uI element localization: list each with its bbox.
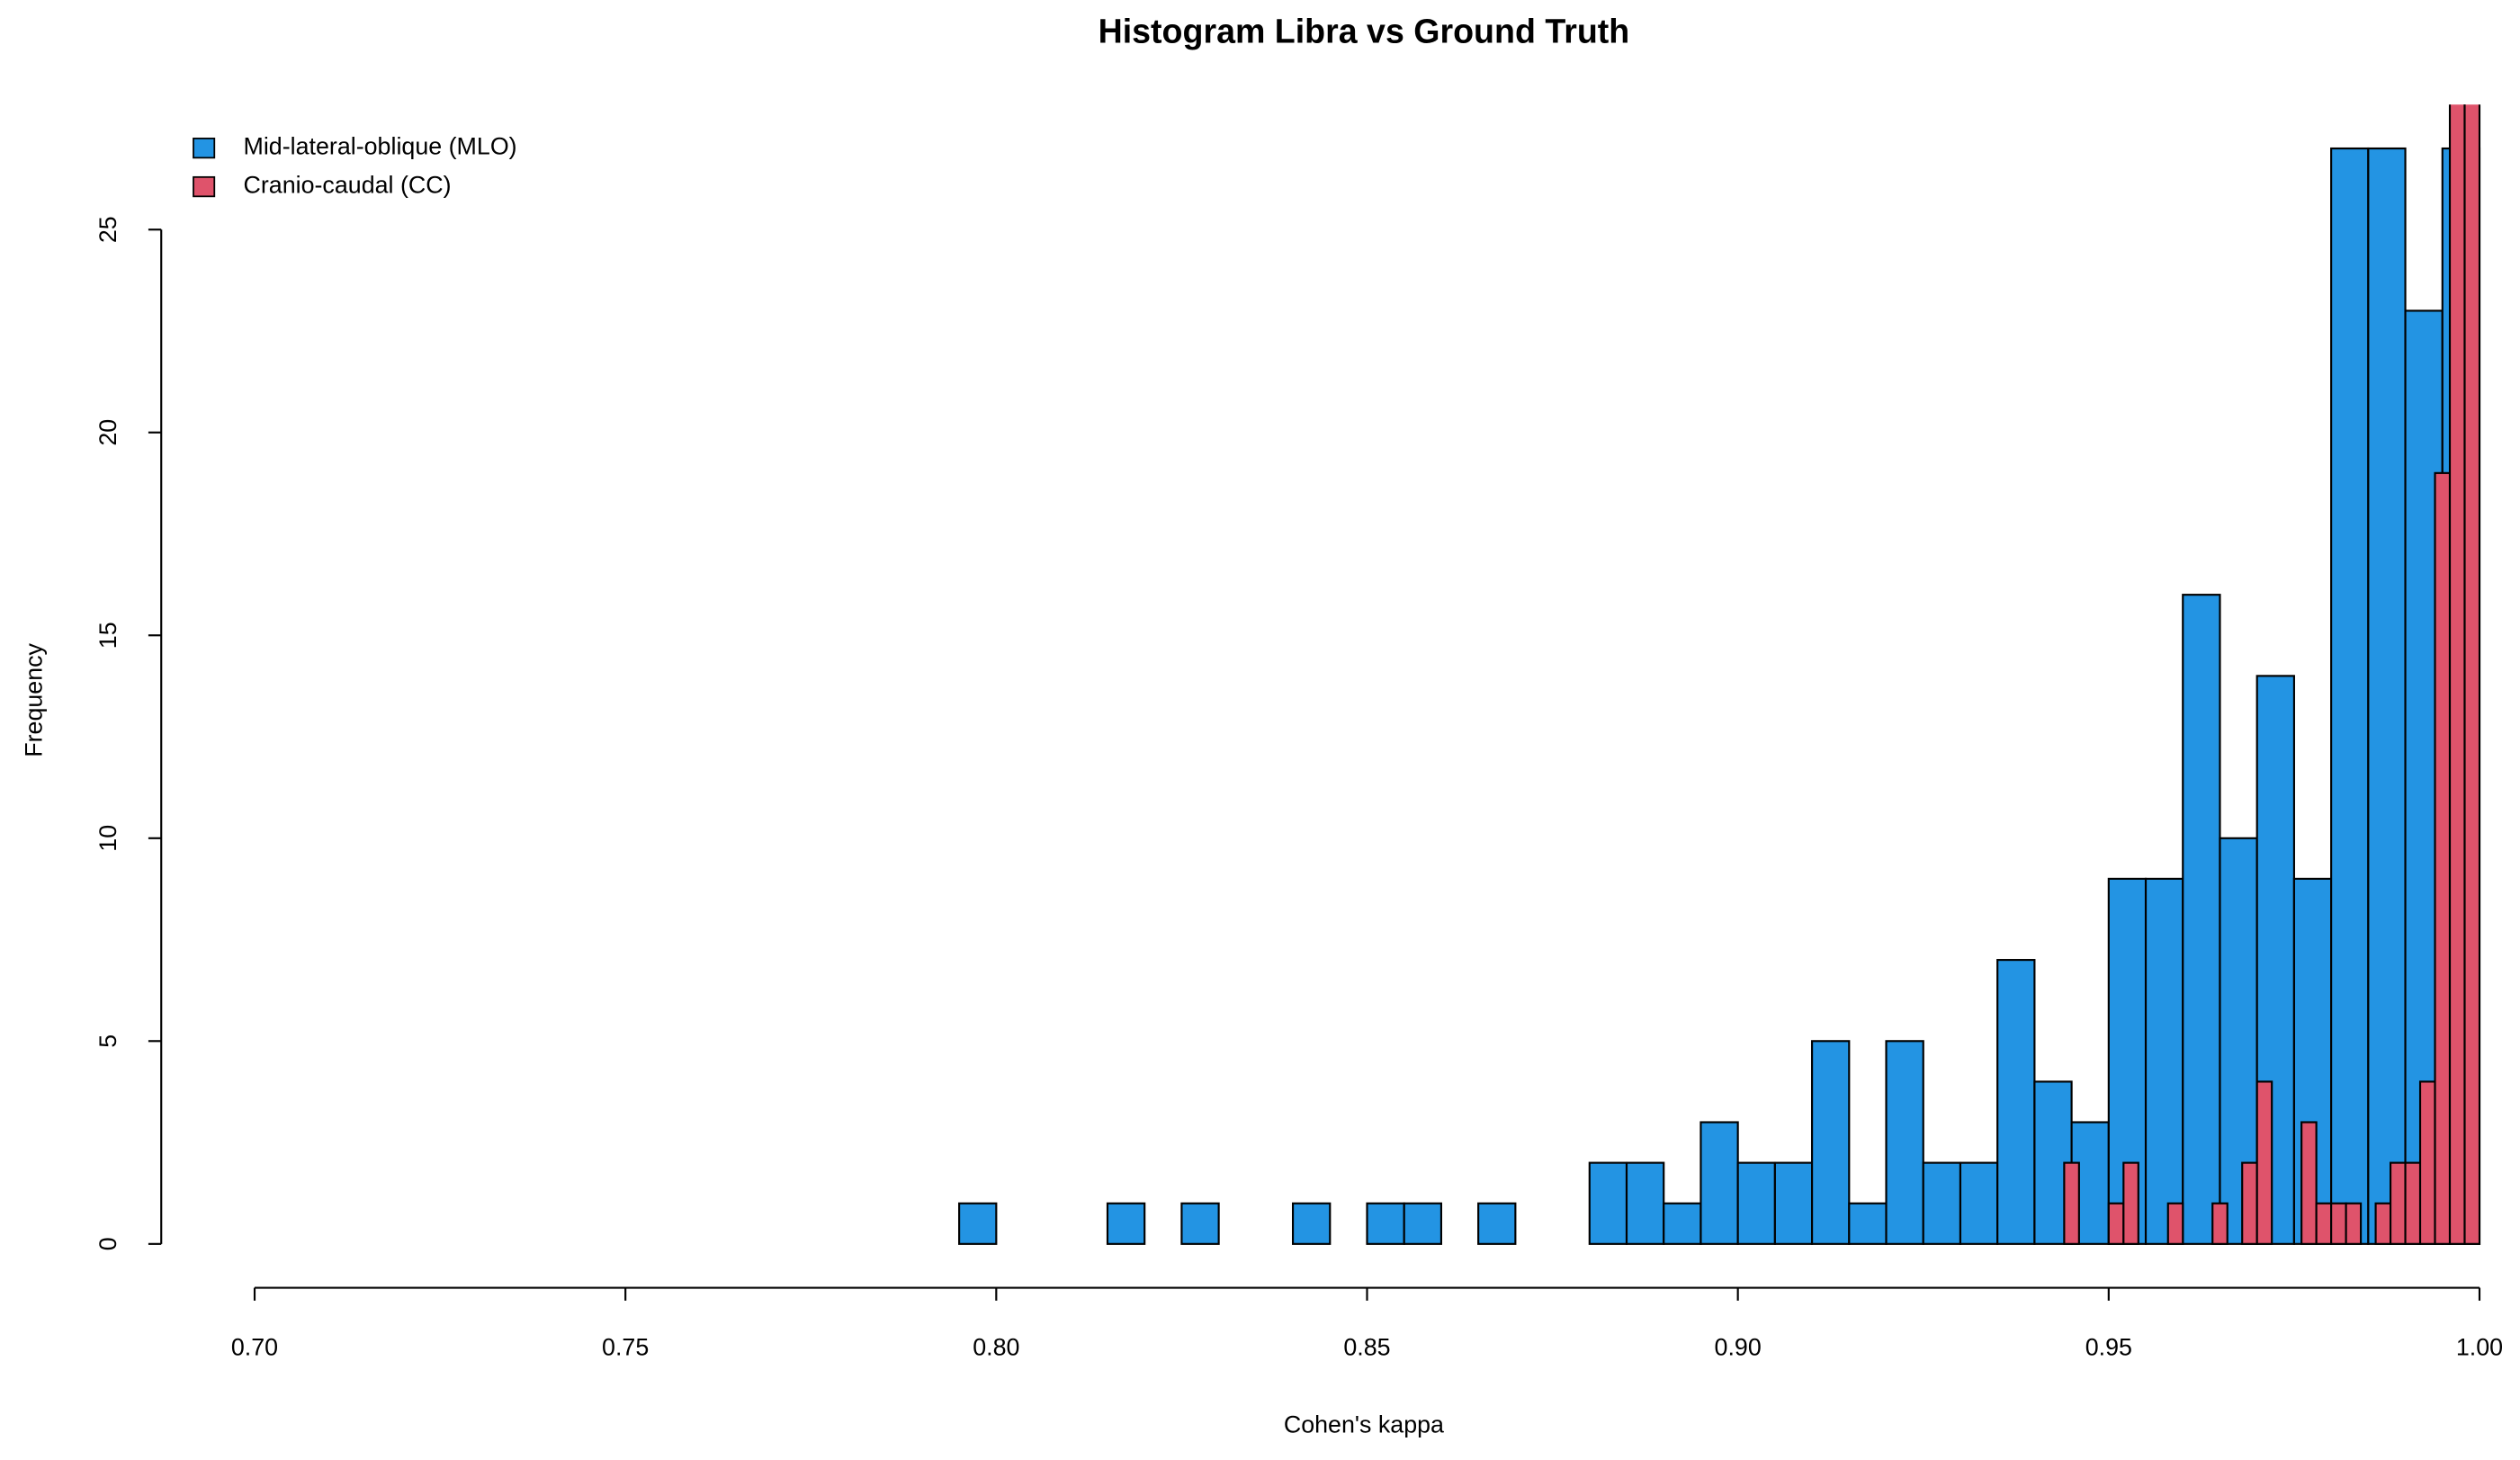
bar — [2211, 1202, 2229, 1245]
chart-title: Histogram Libra vs Ground Truth — [1099, 12, 1630, 49]
plot-area — [958, 104, 2481, 1245]
x-tick-label: 0.85 — [1343, 1334, 1390, 1361]
bar — [1699, 1121, 1739, 1245]
bar — [2241, 1161, 2258, 1245]
bar — [1773, 1161, 1814, 1245]
bar — [2367, 147, 2407, 1245]
bar — [1291, 1202, 1332, 1245]
bar — [2255, 1080, 2273, 1245]
bar — [2182, 594, 2221, 1245]
legend-swatch — [193, 137, 216, 159]
bar — [2315, 1202, 2333, 1245]
x-tick-label: 0.80 — [973, 1334, 1019, 1361]
y-tick-label: 10 — [94, 825, 121, 852]
bar — [2463, 104, 2481, 1245]
bar — [1180, 1202, 1220, 1245]
x-tick-label: 1.00 — [2456, 1334, 2503, 1361]
bar — [2448, 104, 2466, 1245]
bar — [1996, 959, 2036, 1245]
bar — [1588, 1161, 1628, 1245]
bar — [1848, 1202, 1888, 1245]
bar — [2330, 147, 2370, 1245]
bar — [2330, 1202, 2347, 1245]
x-tick-label: 0.70 — [231, 1334, 278, 1361]
bar — [1736, 1161, 1776, 1245]
bar — [2374, 1202, 2392, 1245]
bar — [1106, 1202, 1146, 1245]
bar — [2063, 1161, 2080, 1245]
y-tick-label: 25 — [94, 216, 121, 243]
y-tick-label: 15 — [94, 622, 121, 649]
y-tick-label: 20 — [94, 419, 121, 446]
y-axis-label: Frequency — [21, 642, 48, 757]
bar — [1959, 1161, 1999, 1245]
bar — [1403, 1202, 1443, 1245]
bar — [2404, 1161, 2422, 1245]
legend-label: Mid-lateral-oblique (MLO) — [243, 133, 516, 160]
bar — [2434, 471, 2452, 1245]
legend-label: Cranio-caudal (CC) — [243, 172, 451, 199]
bar — [1366, 1202, 1405, 1245]
bar — [2345, 1202, 2363, 1245]
bar — [1477, 1202, 1517, 1245]
bar — [1625, 1161, 1665, 1245]
y-tick-label: 0 — [94, 1237, 121, 1250]
bar — [2107, 1202, 2125, 1245]
bar — [1811, 1040, 1851, 1245]
x-tick-label: 0.95 — [2085, 1334, 2132, 1361]
bar — [1922, 1161, 1962, 1245]
bar — [1663, 1202, 1702, 1245]
y-tick-label: 5 — [94, 1035, 121, 1048]
bar — [1885, 1040, 1924, 1245]
x-tick-label: 0.90 — [1715, 1334, 1762, 1361]
bar — [2122, 1161, 2139, 1245]
bar — [2418, 1080, 2436, 1245]
bar — [958, 1202, 998, 1245]
bar — [2166, 1202, 2184, 1245]
legend-swatch — [193, 175, 216, 198]
x-tick-label: 0.75 — [602, 1334, 649, 1361]
x-axis-label: Cohen's kappa — [1284, 1411, 1444, 1438]
bar — [2300, 1121, 2318, 1245]
bar — [2144, 877, 2184, 1245]
bar — [2389, 1161, 2407, 1245]
